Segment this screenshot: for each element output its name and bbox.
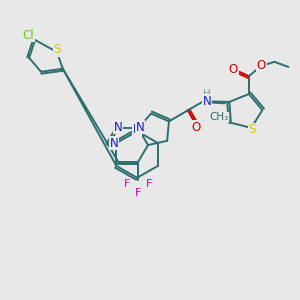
Text: O: O xyxy=(192,121,201,134)
Text: S: S xyxy=(248,123,256,136)
Text: Cl: Cl xyxy=(22,28,34,42)
Text: N: N xyxy=(110,136,119,150)
Text: N: N xyxy=(133,123,142,136)
Text: O: O xyxy=(257,59,266,72)
Text: S: S xyxy=(53,44,61,56)
Text: F: F xyxy=(124,179,130,189)
Text: N: N xyxy=(114,121,123,134)
Text: F: F xyxy=(135,188,141,198)
Text: CH₃: CH₃ xyxy=(209,112,229,122)
Text: N: N xyxy=(202,95,211,108)
Text: O: O xyxy=(229,63,238,76)
Text: N: N xyxy=(136,121,145,134)
Text: H: H xyxy=(203,89,211,100)
Text: F: F xyxy=(146,179,152,189)
